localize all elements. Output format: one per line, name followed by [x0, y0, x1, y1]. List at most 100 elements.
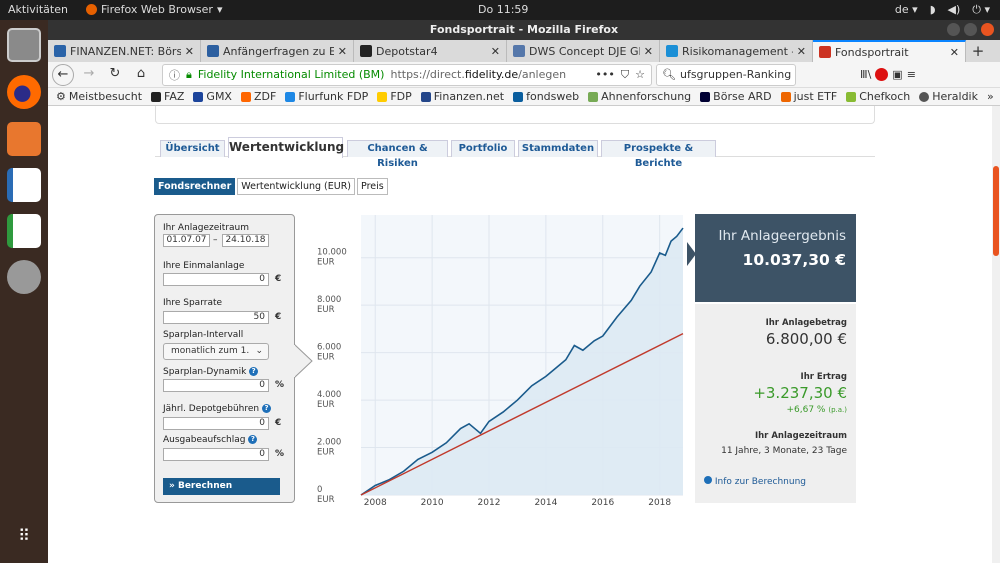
savings-interval-value: monatlich zum 1. — [171, 346, 250, 356]
bookmark-item[interactable]: ⚙ Meistbesucht — [56, 90, 143, 103]
site-identity-label[interactable]: Fidelity International Limited (BM) — [197, 68, 385, 81]
chevron-down-icon: ⌄ — [255, 346, 263, 356]
page-scrollbar[interactable] — [992, 106, 1000, 563]
tab-documents[interactable]: Prospekte & Berichte — [601, 140, 716, 169]
bookmark-item[interactable]: Chefkoch — [846, 90, 910, 103]
info-icon[interactable]: ? — [248, 435, 258, 444]
bookmark-star-icon[interactable]: ☆ — [635, 68, 645, 81]
chevron-right-icon[interactable]: » — [987, 90, 994, 103]
bookmark-item[interactable]: Börse ARD — [700, 90, 772, 103]
page-actions-icon[interactable]: ••• — [595, 68, 615, 81]
custody-fees-input[interactable]: 0 — [163, 417, 269, 430]
pocket-icon[interactable]: ⛉ — [620, 67, 630, 81]
bookmark-item[interactable]: fondsweb — [513, 90, 579, 103]
info-icon[interactable]: ? — [249, 367, 259, 376]
back-button[interactable]: ← — [52, 63, 74, 86]
info-icon[interactable]: ? — [262, 404, 272, 413]
software-center-icon[interactable] — [7, 122, 41, 156]
savings-rate-input[interactable]: 50 — [163, 311, 269, 324]
calc-icon[interactable] — [7, 214, 41, 248]
result-box: Ihr Anlageergebnis 10.037,30 € — [695, 214, 856, 302]
calculate-button[interactable]: » Berechnen — [163, 478, 280, 495]
close-tab-icon[interactable]: ✕ — [949, 45, 959, 59]
adblock-icon[interactable] — [875, 68, 889, 81]
y-unit-label: EUR — [317, 353, 335, 363]
calculator-form: Ihr Anlagezeitraum 01.07.07 – 24.10.18 I… — [154, 214, 295, 503]
activities-button[interactable]: Aktivitäten — [8, 3, 68, 16]
language-indicator[interactable]: de ▾ — [894, 3, 918, 16]
firefox-icon[interactable] — [7, 75, 41, 109]
browser-tab[interactable]: DWS Concept DJE Glob✕ — [507, 40, 660, 62]
tab-master-data[interactable]: Stammdaten — [518, 140, 598, 157]
browser-tab[interactable]: Depotstar4 ✕ — [354, 40, 507, 62]
browser-tab[interactable]: Risikomanagement - D✕ — [660, 40, 813, 62]
bookmark-item[interactable]: just ETF — [780, 90, 837, 103]
custody-fees-label: Jährl. Depotgebühren ? — [163, 404, 272, 414]
date-from-input[interactable]: 01.07.07 — [163, 234, 210, 247]
forward-button[interactable]: → — [83, 65, 95, 81]
sidebar-icon[interactable]: ▣ — [892, 68, 903, 81]
info-icon[interactable]: ⓘ — [169, 68, 180, 82]
search-bar[interactable]: 🔍︎ ufsgruppen-Ranking → — [656, 63, 796, 86]
new-tab-button[interactable]: + — [971, 42, 985, 60]
site-favicon-icon — [360, 45, 372, 57]
bookmark-item[interactable]: Flurfunk FDP — [285, 90, 368, 103]
sales-charge-input[interactable]: 0 — [163, 448, 269, 461]
window-titlebar: Fondsportrait - Mozilla Firefox — [48, 20, 1000, 40]
tab-overview[interactable]: Übersicht — [160, 140, 225, 157]
close-tab-icon[interactable]: ✕ — [337, 44, 347, 58]
browser-tab-active[interactable]: Fondsportrait ✕ — [813, 40, 966, 62]
writer-icon[interactable] — [7, 168, 41, 202]
close-tab-icon[interactable]: ✕ — [184, 44, 194, 58]
calculation-info-link[interactable]: Info zur Berechnung — [704, 476, 806, 487]
savings-dynamic-input[interactable]: 0 — [163, 379, 269, 392]
home-button[interactable]: ⌂ — [136, 65, 146, 81]
date-to-input[interactable]: 24.10.18 — [222, 234, 269, 247]
close-tab-icon[interactable]: ✕ — [643, 44, 653, 58]
app-grid-icon[interactable]: ⠿ — [18, 526, 30, 545]
wifi-icon: ◗ — [929, 3, 936, 16]
savings-interval-select[interactable]: monatlich zum 1. ⌄ — [163, 343, 269, 360]
y-unit-label: EUR — [317, 258, 335, 268]
subtab-fund-calculator[interactable]: Fondsrechner — [154, 178, 236, 195]
clock[interactable]: Do 11:59 — [478, 3, 529, 16]
lock-icon[interactable]: 🔒︎ — [186, 67, 192, 81]
hamburger-menu-icon[interactable]: ≡ — [906, 68, 916, 81]
search-input[interactable]: ufsgruppen-Ranking — [679, 68, 792, 81]
bookmark-item[interactable]: FAZ — [151, 90, 184, 103]
settings-icon[interactable] — [7, 260, 41, 294]
minimize-button[interactable] — [947, 23, 960, 36]
arrow-right-icon[interactable]: → — [795, 68, 796, 81]
subtab-performance-eur[interactable]: Wertentwicklung (EUR) — [237, 178, 356, 195]
bookmark-item[interactable]: Finanzen.net — [420, 90, 504, 103]
bookmark-item[interactable]: GMX — [193, 90, 232, 103]
x-tick-label: 2016 — [591, 498, 614, 508]
x-tick-label: 2012 — [478, 498, 501, 508]
reload-button[interactable]: ↻ — [109, 65, 121, 81]
tab-portfolio[interactable]: Portfolio — [451, 140, 515, 157]
close-tab-icon[interactable]: ✕ — [490, 44, 500, 58]
single-investment-input[interactable]: 0 — [163, 273, 269, 286]
browser-tab[interactable]: FINANZEN.NET: Börse ✕ — [48, 40, 201, 62]
url-text[interactable]: https://direct.fidelity.de/anlegen — [390, 68, 567, 81]
browser-tab[interactable]: Anfängerfragen zu ETF✕ — [201, 40, 354, 62]
url-bar[interactable]: ⓘ 🔒︎ Fidelity International Limited (BM)… — [162, 63, 652, 86]
files-icon[interactable] — [7, 28, 41, 62]
library-icon[interactable]: Ⅲ\ — [860, 68, 872, 81]
bookmark-item[interactable]: ZDF — [240, 90, 276, 103]
close-button[interactable] — [981, 23, 994, 36]
scrollbar-thumb[interactable] — [993, 166, 999, 256]
tab-risks[interactable]: Chancen & Risiken — [347, 140, 448, 169]
app-menu[interactable]: Firefox Web Browser ▾ — [86, 3, 223, 16]
sales-charge-label: Ausgabeaufschlag ? — [163, 435, 258, 445]
close-tab-icon[interactable]: ✕ — [796, 44, 806, 58]
y-tick-label: 4.000 — [317, 390, 341, 400]
bookmark-item[interactable]: Ahnenforschung — [588, 90, 691, 103]
maximize-button[interactable] — [964, 23, 977, 36]
bookmark-item[interactable]: Heraldik — [919, 90, 978, 103]
system-tray[interactable]: de ▾ ◗ ◀) ⏻ ▾ — [895, 3, 990, 17]
y-unit-label: EUR — [317, 400, 335, 410]
tab-performance[interactable]: Wertentwicklung — [228, 137, 344, 158]
bookmark-item[interactable]: FDP — [377, 90, 412, 103]
subtab-price[interactable]: Preis — [357, 178, 388, 195]
